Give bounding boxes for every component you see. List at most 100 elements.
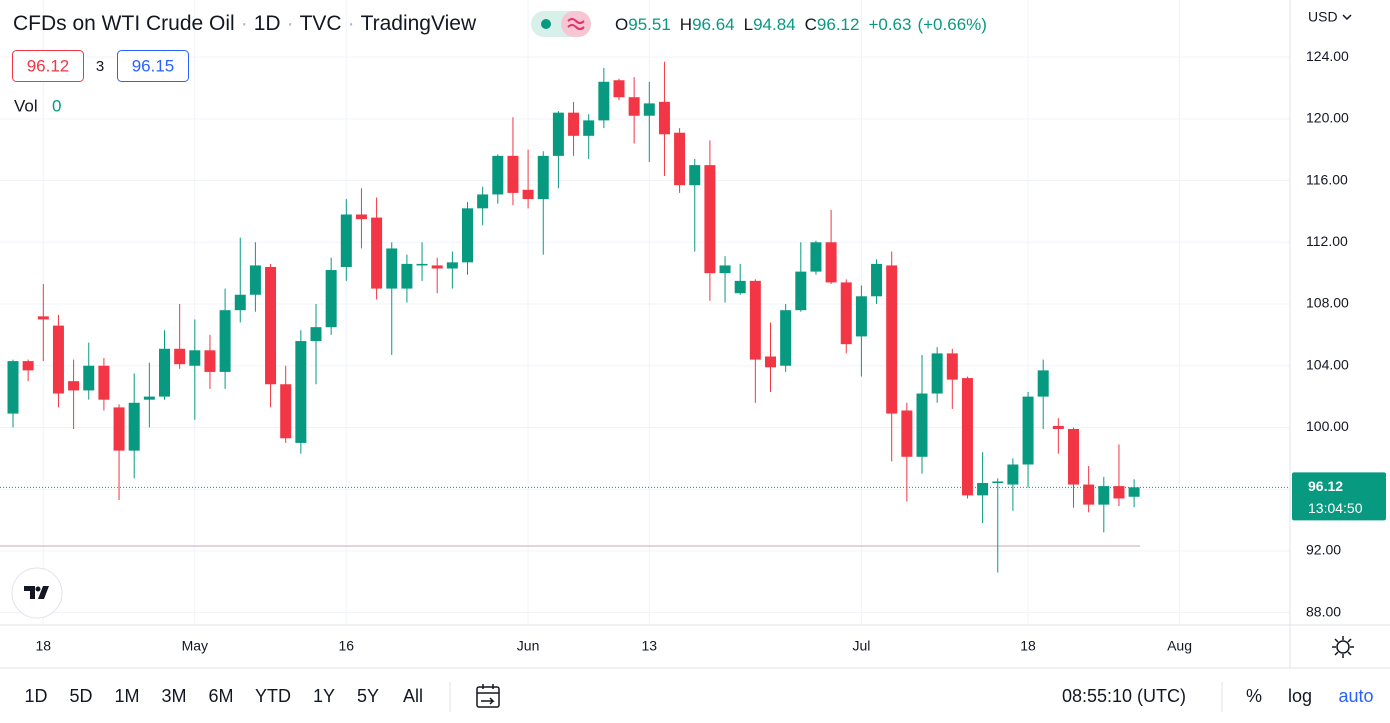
candle-body — [780, 310, 792, 366]
candle-body — [143, 396, 155, 400]
ohlc-letter: L — [744, 15, 753, 34]
period-button[interactable]: 5D — [69, 686, 92, 706]
percent-toggle[interactable]: % — [1246, 686, 1262, 706]
candle-body — [628, 97, 640, 116]
candle-body — [1037, 370, 1049, 397]
period-button[interactable]: YTD — [255, 686, 291, 706]
separator: · — [241, 12, 248, 35]
candle-body — [68, 381, 80, 391]
candle-body — [810, 242, 822, 272]
separator: · — [348, 12, 355, 35]
spread: 3 — [96, 58, 104, 75]
toggle-right — [561, 11, 591, 37]
period-button[interactable]: 3M — [161, 686, 186, 706]
candle-body — [931, 353, 943, 394]
tv-logo[interactable] — [11, 567, 63, 619]
delay-icon — [567, 18, 585, 30]
candle-body — [961, 378, 973, 496]
ohlc-value: 96.12 — [817, 15, 860, 34]
candle-body — [265, 266, 277, 385]
candle-body — [204, 350, 216, 372]
candle-body — [1068, 429, 1079, 485]
buy-button[interactable]: 96.15 — [117, 50, 189, 82]
exchange: TVC — [300, 12, 342, 35]
logo-dot — [35, 586, 41, 592]
period-button[interactable]: 1Y — [313, 686, 335, 706]
candle-body — [401, 263, 413, 289]
buy-box — [117, 50, 189, 82]
status-toggle[interactable] — [531, 11, 591, 37]
ohlc-value: 96.64 — [692, 15, 735, 34]
y-tick-label: 120.00 — [1306, 110, 1349, 126]
y-tick-label: 124.00 — [1306, 48, 1349, 64]
y-tick-label: 108.00 — [1306, 295, 1349, 311]
candle-body — [83, 365, 95, 391]
y-tick-label: 104.00 — [1306, 356, 1349, 372]
candle-body — [446, 262, 458, 269]
period-button[interactable]: All — [403, 686, 423, 706]
candle-body — [1128, 487, 1140, 497]
candle-body — [704, 165, 716, 274]
volume-value: 0 — [52, 96, 61, 115]
clock[interactable]: 08:55:10 (UTC) — [1062, 686, 1186, 706]
candle-body — [643, 103, 655, 116]
ohlc-letter: C — [805, 15, 817, 34]
source: TradingView — [361, 12, 477, 35]
candle-body — [416, 263, 428, 266]
separator: · — [287, 12, 294, 35]
candle-body — [1083, 484, 1095, 505]
gear-teeth — [1332, 636, 1354, 658]
candle-body — [522, 189, 534, 200]
market-open-dot — [541, 19, 551, 29]
y-tick-label: 100.00 — [1306, 418, 1349, 434]
sell-button[interactable]: 96.12 — [12, 50, 84, 82]
log-toggle[interactable]: log — [1288, 686, 1312, 706]
last-price-box — [1292, 472, 1386, 521]
candle-body — [946, 353, 958, 380]
candle-body — [310, 327, 322, 342]
ohlc-letter: O — [615, 15, 628, 34]
candle-body — [1022, 396, 1034, 465]
calendar-icon — [476, 686, 500, 708]
candle-body — [113, 407, 125, 451]
candles — [7, 61, 1140, 573]
last-price-label: 96.12 — [1308, 478, 1343, 494]
candle-body — [189, 350, 201, 366]
change: +0.63 — [868, 15, 911, 34]
date-range-button[interactable] — [476, 684, 500, 708]
period-button[interactable]: 5Y — [357, 686, 379, 706]
period-button[interactable]: 6M — [208, 686, 233, 706]
candle-body — [568, 112, 580, 136]
candle-body — [325, 270, 337, 328]
period-buttons: 1D 5D 1M 3M 6M YTD 1Y 5Y All — [24, 686, 423, 706]
volume-label: Vol — [14, 96, 38, 115]
logo-mark — [24, 586, 49, 599]
candle-body — [583, 120, 595, 136]
period-button[interactable]: 1D — [24, 686, 47, 706]
candle-body — [1113, 486, 1125, 499]
period-button[interactable]: 1M — [114, 686, 139, 706]
ohlc-letter: H — [680, 15, 692, 34]
ask-price: 96.15 — [132, 56, 175, 75]
candle-body — [371, 217, 383, 289]
settings-icon[interactable] — [1332, 636, 1354, 658]
candle-body — [1007, 464, 1019, 485]
candle-body — [674, 132, 686, 186]
x-tick-label: 16 — [339, 638, 355, 654]
candle-body — [159, 348, 170, 397]
candle-body — [1098, 486, 1110, 505]
candle-body — [280, 384, 292, 439]
auto-toggle[interactable]: auto — [1338, 686, 1373, 706]
candle-body — [462, 208, 473, 263]
candle-body — [855, 296, 867, 337]
change-percent: (+0.66%) — [917, 15, 986, 34]
y-tick-label: 116.00 — [1306, 171, 1348, 187]
candle-body — [977, 483, 989, 496]
x-tick-label: 18 — [36, 638, 52, 654]
currency[interactable]: USD — [1308, 9, 1338, 25]
symbol-title: CFDs on WTI Crude Oil — [13, 12, 235, 35]
x-tick-label: 13 — [642, 638, 658, 654]
candle-body — [22, 361, 34, 371]
